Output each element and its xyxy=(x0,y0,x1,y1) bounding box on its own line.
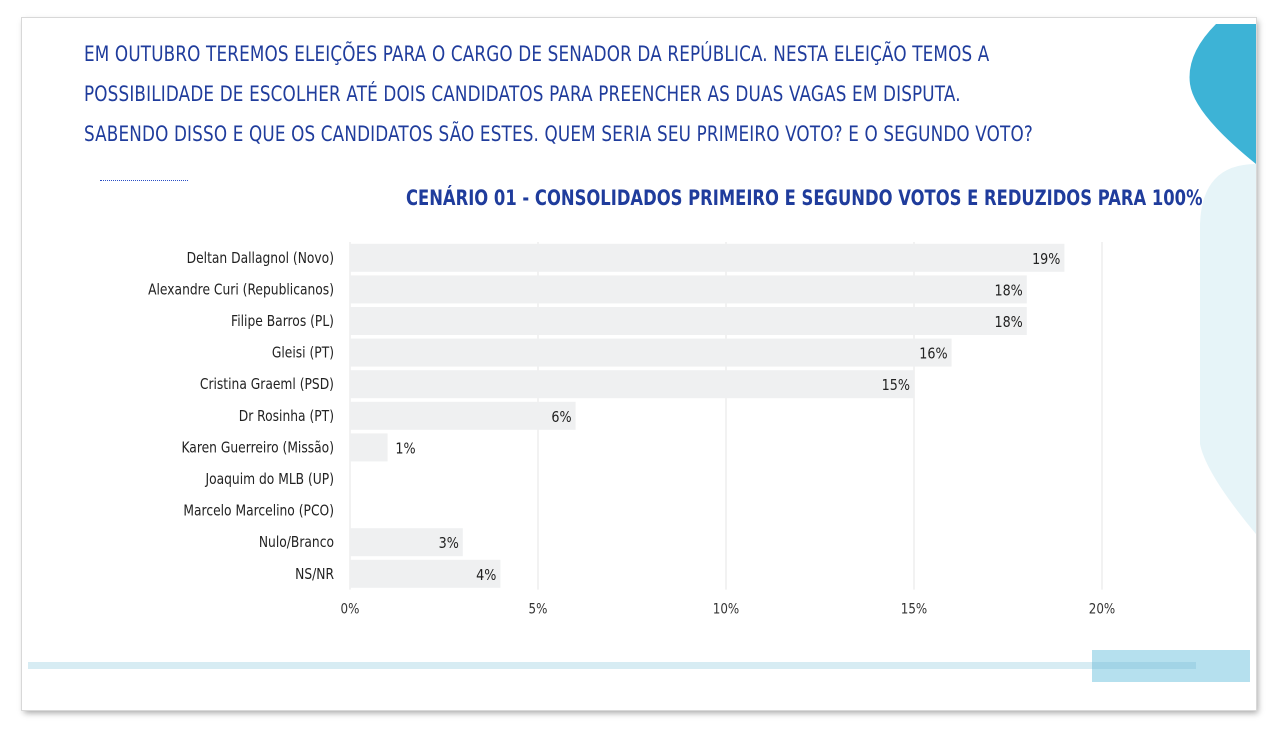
question-line-1: EM OUTUBRO TEREMOS ELEIÇÕES PARA O CARGO… xyxy=(84,42,990,66)
bar xyxy=(350,370,914,399)
bar-chart: 0% 5% 10% 15% 20% Deltan Dallagnol (Novo) 19% A… xyxy=(148,242,1115,618)
category-label: Nulo/Branco xyxy=(259,534,334,551)
category-label: NS/NR xyxy=(295,566,334,583)
x-tick-label: 15% xyxy=(901,602,927,618)
decorative-shape-side xyxy=(1200,164,1256,534)
category-label: Filipe Barros (PL) xyxy=(231,313,334,330)
value-label: 18% xyxy=(994,314,1022,331)
value-label: 4% xyxy=(476,567,496,584)
value-label: 1% xyxy=(395,440,415,457)
value-label: 6% xyxy=(551,409,571,426)
value-label: 16% xyxy=(919,346,947,363)
bar xyxy=(350,243,1065,272)
slide: EM OUTUBRO TEREMOS ELEIÇÕES PARA O CARGO… xyxy=(22,18,1256,710)
dotted-divider xyxy=(100,180,188,181)
bar xyxy=(350,528,463,557)
bar xyxy=(350,433,388,462)
x-tick-label: 10% xyxy=(713,602,739,618)
bar xyxy=(350,338,952,367)
bar xyxy=(350,401,576,430)
value-label: 15% xyxy=(882,377,910,394)
question-line-3: SABENDO DISSO E QUE OS CANDIDATOS SÃO ES… xyxy=(84,122,1033,146)
footer-accent-line xyxy=(1092,662,1196,669)
bar xyxy=(350,307,1027,335)
category-label: Marcelo Marcelino (PCO) xyxy=(183,502,334,519)
bar xyxy=(350,559,501,588)
category-label: Dr Rosinha (PT) xyxy=(239,408,334,425)
x-tick-label: 0% xyxy=(341,602,360,618)
footer-line xyxy=(28,662,1198,669)
decorative-shape-top xyxy=(1189,24,1256,164)
category-label: Cristina Graeml (PSD) xyxy=(200,376,334,393)
question-line-2: POSSIBILIDADE DE ESCOLHER ATÉ DOIS CANDI… xyxy=(84,82,961,106)
question-text: EM OUTUBRO TEREMOS ELEIÇÕES PARA O CARGO… xyxy=(84,34,1033,154)
value-label: 3% xyxy=(439,535,459,552)
category-label: Alexandre Curi (Republicanos) xyxy=(148,281,334,298)
value-label: 18% xyxy=(994,282,1022,299)
value-label: 19% xyxy=(1032,251,1060,268)
category-label: Deltan Dallagnol (Novo) xyxy=(187,250,334,267)
x-tick-label: 5% xyxy=(529,602,548,618)
category-label: Gleisi (PT) xyxy=(272,344,334,361)
bar xyxy=(350,275,1027,304)
category-label: Joaquim do MLB (UP) xyxy=(205,471,334,488)
x-tick-label: 20% xyxy=(1089,602,1115,618)
category-label: Karen Guerreiro (Missão) xyxy=(181,439,334,456)
chart-title: CENÁRIO 01 - CONSOLIDADOS PRIMEIRO E SEG… xyxy=(406,186,1203,210)
